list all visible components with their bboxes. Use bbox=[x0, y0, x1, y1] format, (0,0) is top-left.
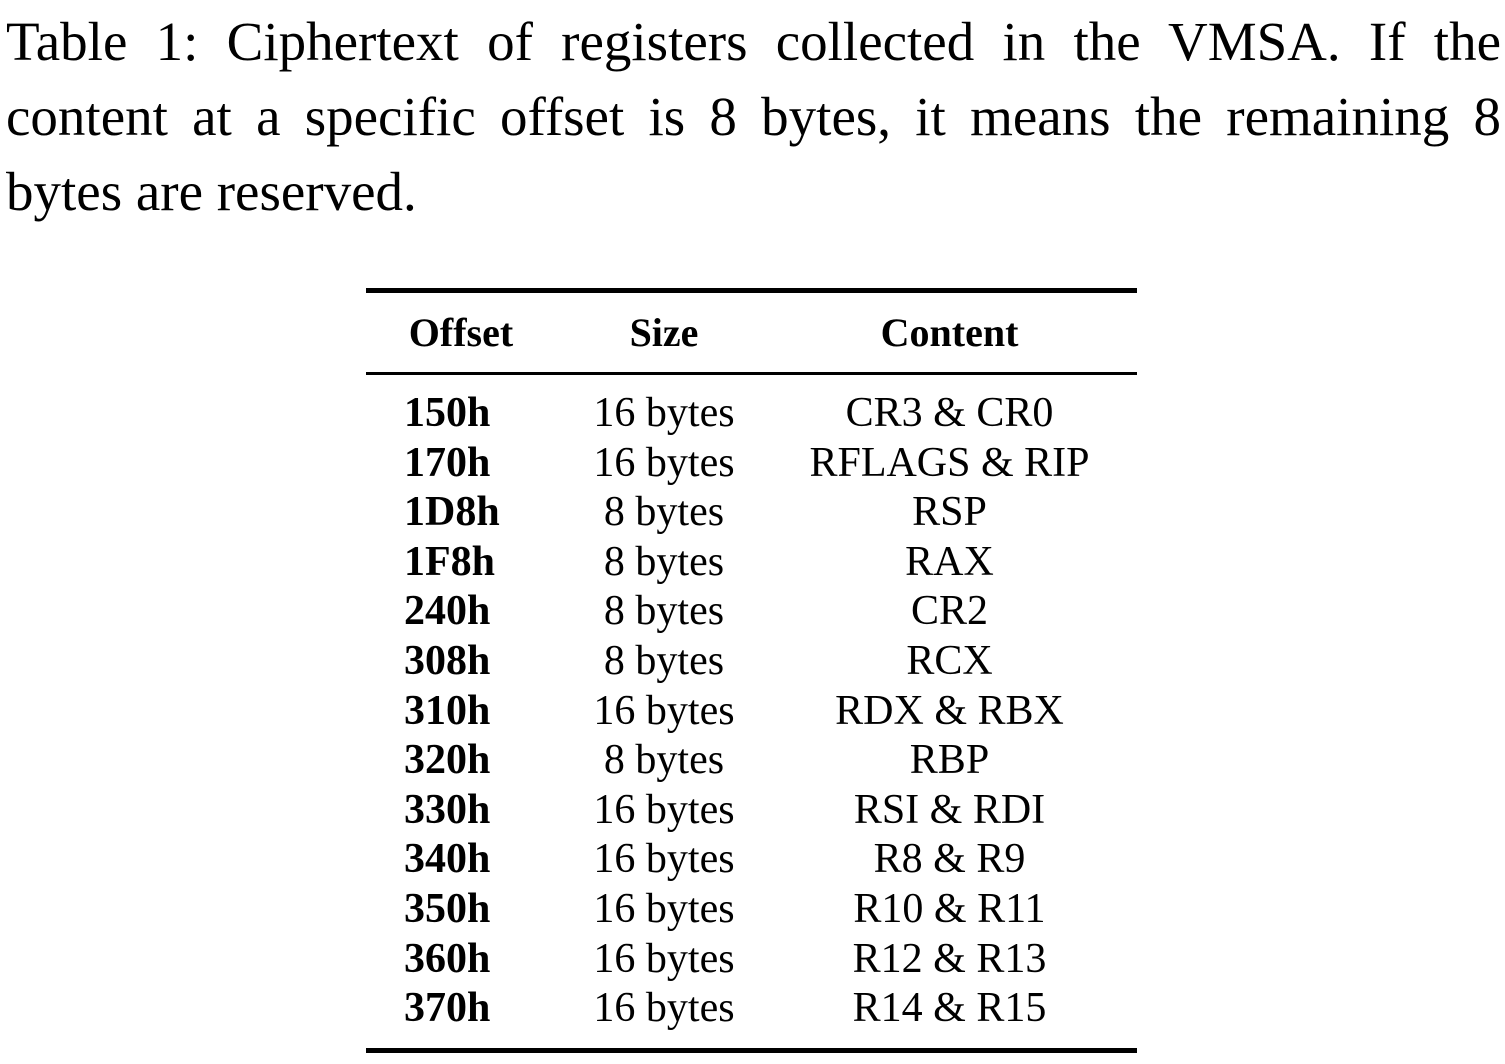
table-row: 1F8h 8 bytes RAX bbox=[366, 538, 1137, 588]
cell-size: 16 bytes bbox=[593, 390, 735, 436]
cell-offset: 360h bbox=[404, 935, 491, 982]
cell-size: 8 bytes bbox=[603, 538, 725, 585]
table-row: 320h 8 bytes RBP bbox=[366, 736, 1137, 786]
table-row: 330h 16 bytes RSI & RDI bbox=[366, 786, 1137, 836]
cell-size: 16 bytes bbox=[593, 885, 735, 932]
table-body: 150h 16 bytes CR3 & CR0 170h 16 bytes RFLAGS … bbox=[366, 389, 1137, 1034]
cell-content: RSI & RDI bbox=[853, 786, 1046, 833]
cell-size: 8 bytes bbox=[603, 489, 725, 536]
table-caption: Table 1: Ciphertext of registers collect… bbox=[6, 11, 1501, 222]
header-content: Content bbox=[880, 310, 1019, 355]
cell-offset: 1F8h bbox=[404, 538, 496, 585]
cell-content: R10 & R11 bbox=[853, 885, 1046, 932]
header-size: Size bbox=[629, 310, 699, 355]
table-row: 1D8h 8 bytes RSP bbox=[366, 488, 1137, 538]
cell-size: 16 bytes bbox=[593, 935, 735, 982]
cell-offset: 1D8h bbox=[404, 489, 500, 536]
header-offset: Offset bbox=[408, 310, 514, 355]
cell-offset: 320h bbox=[404, 737, 491, 784]
cell-offset: 310h bbox=[404, 687, 491, 734]
bottom-rule bbox=[366, 1048, 1137, 1053]
cell-offset: 308h bbox=[404, 637, 491, 684]
cell-offset: 330h bbox=[404, 786, 491, 833]
cell-content: R12 & R13 bbox=[852, 935, 1047, 982]
table-row: 360h 16 bytes R12 & R13 bbox=[366, 935, 1137, 985]
table-row: 370h 16 bytes R14 & R15 bbox=[366, 984, 1137, 1034]
cell-content: RBP bbox=[909, 737, 990, 784]
table-row: 308h 8 bytes RCX bbox=[366, 637, 1137, 687]
cell-offset: 370h bbox=[404, 985, 491, 1032]
cell-size: 8 bytes bbox=[603, 588, 725, 635]
cell-content: CR3 & CR0 bbox=[845, 390, 1054, 436]
top-rule bbox=[366, 288, 1137, 293]
cell-content: RSP bbox=[912, 489, 987, 536]
cell-content: RAX bbox=[905, 538, 994, 585]
table-row: 150h 16 bytes CR3 & CR0 bbox=[366, 389, 1137, 439]
cell-content: CR2 bbox=[910, 588, 989, 635]
cell-content: R8 & R9 bbox=[873, 836, 1026, 883]
cell-size: 8 bytes bbox=[603, 737, 725, 784]
cell-size: 16 bytes bbox=[593, 836, 735, 883]
cell-size: 8 bytes bbox=[603, 637, 725, 684]
table-row: 350h 16 bytes R10 & R11 bbox=[366, 885, 1137, 935]
cell-offset: 170h bbox=[404, 439, 491, 486]
table-row: 310h 16 bytes RDX & RBX bbox=[366, 687, 1137, 737]
table-row: 240h 8 bytes CR2 bbox=[366, 587, 1137, 637]
table-row: 340h 16 bytes R8 & R9 bbox=[366, 835, 1137, 885]
cell-content: RCX bbox=[906, 637, 993, 684]
cell-size: 16 bytes bbox=[593, 687, 735, 734]
cell-offset: 350h bbox=[404, 885, 491, 932]
table-row: 170h 16 bytes RFLAGS & RIP bbox=[366, 439, 1137, 489]
cell-offset: 150h bbox=[404, 390, 491, 436]
cell-offset: 240h bbox=[404, 588, 491, 635]
cell-offset: 340h bbox=[404, 836, 491, 883]
header-rule bbox=[366, 372, 1137, 375]
cell-size: 16 bytes bbox=[593, 439, 735, 486]
cell-content: RDX & RBX bbox=[835, 687, 1064, 734]
cell-content: RFLAGS & RIP bbox=[809, 439, 1090, 486]
cell-content: R14 & R15 bbox=[852, 985, 1047, 1032]
cell-size: 16 bytes bbox=[593, 985, 735, 1032]
cell-size: 16 bytes bbox=[593, 786, 735, 833]
